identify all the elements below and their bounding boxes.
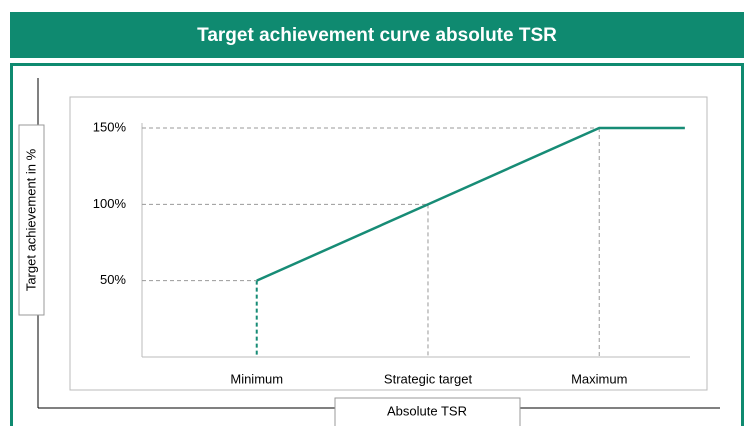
- chart-title: Target achievement curve absolute TSR: [197, 25, 557, 46]
- y-tick-label: 100%: [93, 196, 127, 211]
- y-tick-label: 150%: [93, 119, 127, 134]
- line: [256, 126, 685, 282]
- y-label-box: [18, 124, 45, 316]
- x-tick-label: Minimum: [230, 371, 283, 386]
- x-tick-label: Strategic target: [384, 371, 473, 386]
- x-label-box: [334, 397, 521, 426]
- header-band: [10, 12, 744, 58]
- y-axis-label: Target achievement in %: [23, 148, 38, 291]
- x-tick-label: Maximum: [571, 371, 627, 386]
- frame: [10, 63, 744, 426]
- plot-box: [69, 96, 708, 391]
- x-axis-label: Absolute TSR: [387, 403, 467, 418]
- y-tick-label: 50%: [100, 272, 126, 287]
